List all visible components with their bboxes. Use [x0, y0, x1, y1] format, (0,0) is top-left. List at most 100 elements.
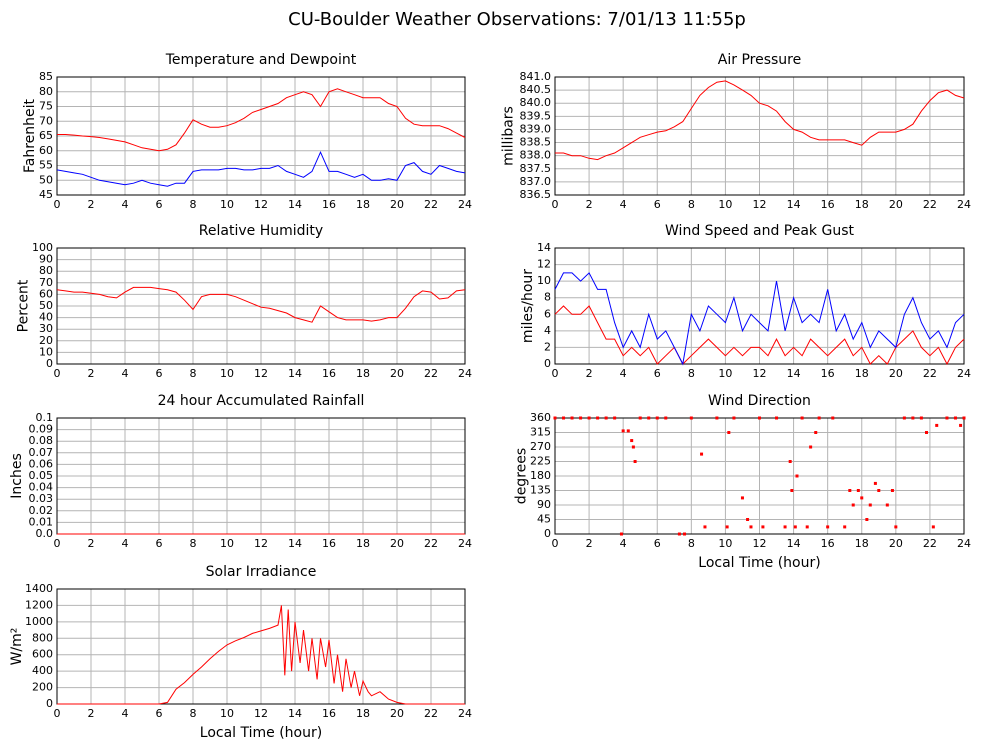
x-tick-label: 20 — [390, 537, 404, 550]
point — [746, 518, 750, 521]
y-axis-label: miles/hour — [520, 269, 536, 343]
x-tick-label: 2 — [88, 367, 95, 380]
x-tick-label: 16 — [322, 367, 336, 380]
x-tick-label: 0 — [54, 707, 61, 720]
x-tick-label: 18 — [356, 367, 370, 380]
y-tick-label: 55 — [39, 159, 53, 172]
x-tick-label: 14 — [787, 537, 801, 550]
point — [630, 439, 634, 443]
point — [890, 489, 894, 492]
y-tick-label: 0.1 — [36, 411, 54, 424]
y-tick-label: 0 — [46, 357, 53, 370]
x-tick-label: 10 — [220, 537, 234, 550]
chart: Relative Humidity01020304050607080901000… — [16, 223, 473, 380]
x-tick-label: 6 — [654, 537, 661, 550]
y-tick-label: 0.05 — [29, 469, 54, 482]
x-tick-label: 8 — [190, 537, 197, 550]
chart-title: Relative Humidity — [199, 223, 323, 239]
x-tick-label: 4 — [122, 367, 129, 380]
x-tick-label: 2 — [88, 707, 95, 720]
y-tick-label: 40 — [39, 311, 53, 324]
x-axis-label: Local Time (hour) — [200, 725, 322, 741]
y-tick-label: 1400 — [25, 582, 53, 595]
x-tick-label: 0 — [54, 537, 61, 550]
point — [843, 525, 847, 529]
point — [619, 532, 623, 536]
x-tick-label: 24 — [957, 537, 971, 550]
point — [795, 474, 799, 478]
y-tick-label: 100 — [32, 241, 53, 254]
y-tick-label: 600 — [32, 648, 53, 661]
y-tick-label: 0 — [46, 697, 53, 710]
x-tick-label: 2 — [586, 198, 593, 211]
point — [647, 416, 651, 420]
x-tick-label: 12 — [254, 537, 268, 550]
chart: Solar Irradiance020040060080010001200140… — [9, 564, 472, 741]
x-tick-label: 20 — [390, 367, 404, 380]
point — [873, 481, 877, 485]
y-tick-label: 75 — [39, 100, 53, 113]
x-tick-label: 0 — [54, 198, 61, 211]
x-tick-label: 4 — [620, 198, 627, 211]
y-tick-label: 50 — [39, 299, 53, 312]
x-tick-label: 10 — [220, 707, 234, 720]
x-tick-label: 24 — [957, 198, 971, 211]
x-tick-label: 10 — [718, 198, 732, 211]
point — [902, 416, 906, 420]
x-tick-label: 8 — [190, 198, 197, 211]
point — [868, 503, 872, 507]
point — [860, 496, 864, 500]
x-tick-label: 2 — [88, 198, 95, 211]
x-tick-label: 12 — [753, 367, 767, 380]
point — [877, 489, 881, 492]
point — [962, 416, 966, 420]
point — [790, 489, 794, 492]
x-tick-label: 12 — [254, 707, 268, 720]
point — [631, 445, 635, 449]
point — [805, 525, 809, 529]
point — [725, 525, 729, 529]
series-line — [57, 605, 465, 705]
y-tick-label: 45 — [537, 513, 551, 526]
x-tick-label: 24 — [458, 537, 472, 550]
y-tick-label: 0.08 — [29, 434, 54, 447]
chart-title: Air Pressure — [718, 52, 801, 68]
x-tick-label: 10 — [718, 367, 732, 380]
x-tick-label: 6 — [156, 707, 163, 720]
y-tick-label: 60 — [39, 287, 53, 300]
chart-title: Temperature and Dewpoint — [165, 52, 357, 68]
x-tick-label: 16 — [821, 367, 835, 380]
point — [703, 525, 707, 529]
x-tick-label: 12 — [753, 537, 767, 550]
page-title: CU-Boulder Weather Observations: 7/01/13… — [288, 9, 746, 30]
x-tick-label: 20 — [889, 537, 903, 550]
y-tick-label: 80 — [39, 85, 53, 98]
point — [814, 431, 818, 434]
x-tick-label: 12 — [254, 367, 268, 380]
x-tick-label: 8 — [688, 367, 695, 380]
point — [664, 416, 668, 420]
chart: Air Pressure836.5837.0837.5838.0838.5839… — [501, 52, 972, 211]
point — [817, 416, 821, 420]
point — [925, 431, 929, 434]
x-tick-label: 24 — [458, 367, 472, 380]
point — [911, 416, 915, 420]
point — [655, 416, 659, 420]
x-tick-label: 16 — [322, 198, 336, 211]
y-axis-label: Inches — [9, 453, 25, 498]
x-tick-label: 10 — [718, 537, 732, 550]
point — [959, 423, 963, 427]
point — [689, 416, 693, 420]
y-tick-label: 180 — [530, 469, 551, 482]
y-tick-label: 839.0 — [520, 122, 552, 135]
point — [851, 503, 855, 507]
point — [579, 416, 583, 420]
y-tick-label: 1000 — [25, 615, 53, 628]
series-line — [554, 272, 965, 366]
y-tick-label: 839.5 — [520, 109, 552, 122]
point — [740, 496, 744, 500]
x-tick-label: 6 — [156, 198, 163, 211]
point — [727, 431, 731, 434]
chart-title: Wind Direction — [708, 393, 811, 409]
